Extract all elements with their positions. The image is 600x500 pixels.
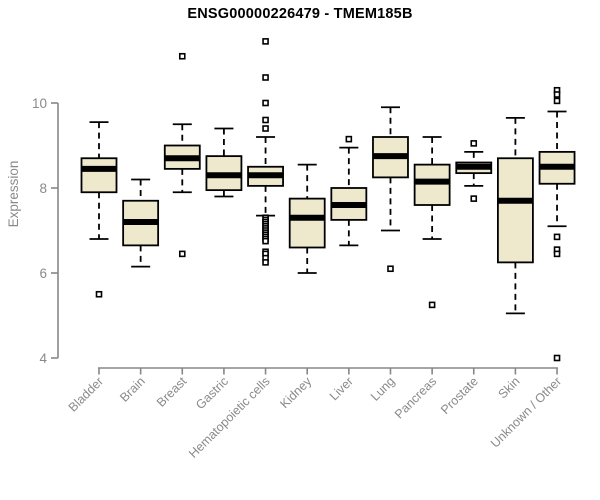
outlier-point	[428, 301, 436, 309]
median-line	[164, 155, 200, 162]
outlier-point	[178, 52, 186, 60]
boxplot-skin	[496, 116, 534, 315]
outlier-point	[262, 74, 269, 81]
outlier-point	[345, 135, 353, 143]
boxplot-brain	[122, 178, 160, 268]
outlier-point	[262, 116, 269, 124]
boxplot-pancreas	[413, 136, 451, 309]
boxplot-breast	[163, 52, 201, 258]
iqr-box	[413, 163, 451, 206]
median-line	[206, 172, 242, 179]
x-category-label: Unknown / Other	[488, 374, 564, 450]
y-tick-label: 10	[32, 96, 47, 111]
median-line	[289, 214, 325, 221]
outlier-point	[553, 250, 561, 258]
x-category-label: Breast	[154, 374, 190, 410]
y-tick-label: 4	[39, 351, 47, 366]
median-line	[456, 163, 492, 170]
outlier-point	[95, 290, 103, 298]
y-tick-label: 6	[39, 266, 47, 281]
outlier-point	[262, 38, 269, 45]
outlier-point	[553, 354, 561, 362]
boxplot-bladder	[80, 121, 118, 298]
boxplot-liver	[330, 135, 368, 247]
outlier-point	[262, 237, 269, 245]
outlier-point	[553, 233, 561, 241]
iqr-box	[80, 157, 118, 194]
x-category-label: Pancreas	[392, 374, 439, 421]
boxplot-gastric	[205, 127, 243, 198]
boxplot-lung	[372, 106, 409, 273]
y-tick-label: 8	[39, 181, 47, 196]
boxplot-unknown-other	[538, 86, 576, 362]
boxplot-prostate	[455, 140, 493, 202]
chart-title: ENSG00000226479 - TMEM185B	[187, 6, 413, 22]
outlier-point	[553, 91, 561, 98]
x-category-label: Skin	[495, 374, 522, 401]
median-line	[539, 163, 575, 170]
outlier-point	[262, 125, 269, 132]
outlier-point	[262, 259, 269, 266]
median-line	[414, 178, 450, 185]
outlier-point	[387, 265, 394, 273]
outlier-point	[553, 97, 561, 105]
y-axis: 4 6 8 10	[32, 96, 59, 366]
median-line	[123, 219, 159, 225]
boxplot-hematopoietic-cells	[247, 38, 284, 266]
x-category-label: Lung	[368, 374, 398, 404]
outlier-point	[178, 250, 186, 258]
median-line	[248, 172, 284, 179]
outlier-point	[470, 140, 478, 147]
x-category-label: Bladder	[66, 374, 106, 414]
outlier-point	[262, 99, 269, 107]
boxplot-kidney	[288, 163, 326, 274]
median-line	[497, 197, 533, 204]
iqr-box	[288, 197, 326, 249]
x-category-label: Kidney	[277, 374, 314, 411]
x-category-label: Hematopoietic cells	[186, 374, 273, 461]
x-category-label: Prostate	[438, 374, 481, 417]
iqr-box	[496, 157, 534, 264]
x-category-label: Brain	[117, 374, 148, 405]
x-category-label: Gastric	[193, 374, 231, 412]
median-line	[81, 165, 117, 172]
x-category-label: Liver	[327, 374, 356, 403]
outlier-point	[470, 195, 478, 202]
median-line	[372, 153, 408, 160]
median-line	[331, 202, 367, 208]
